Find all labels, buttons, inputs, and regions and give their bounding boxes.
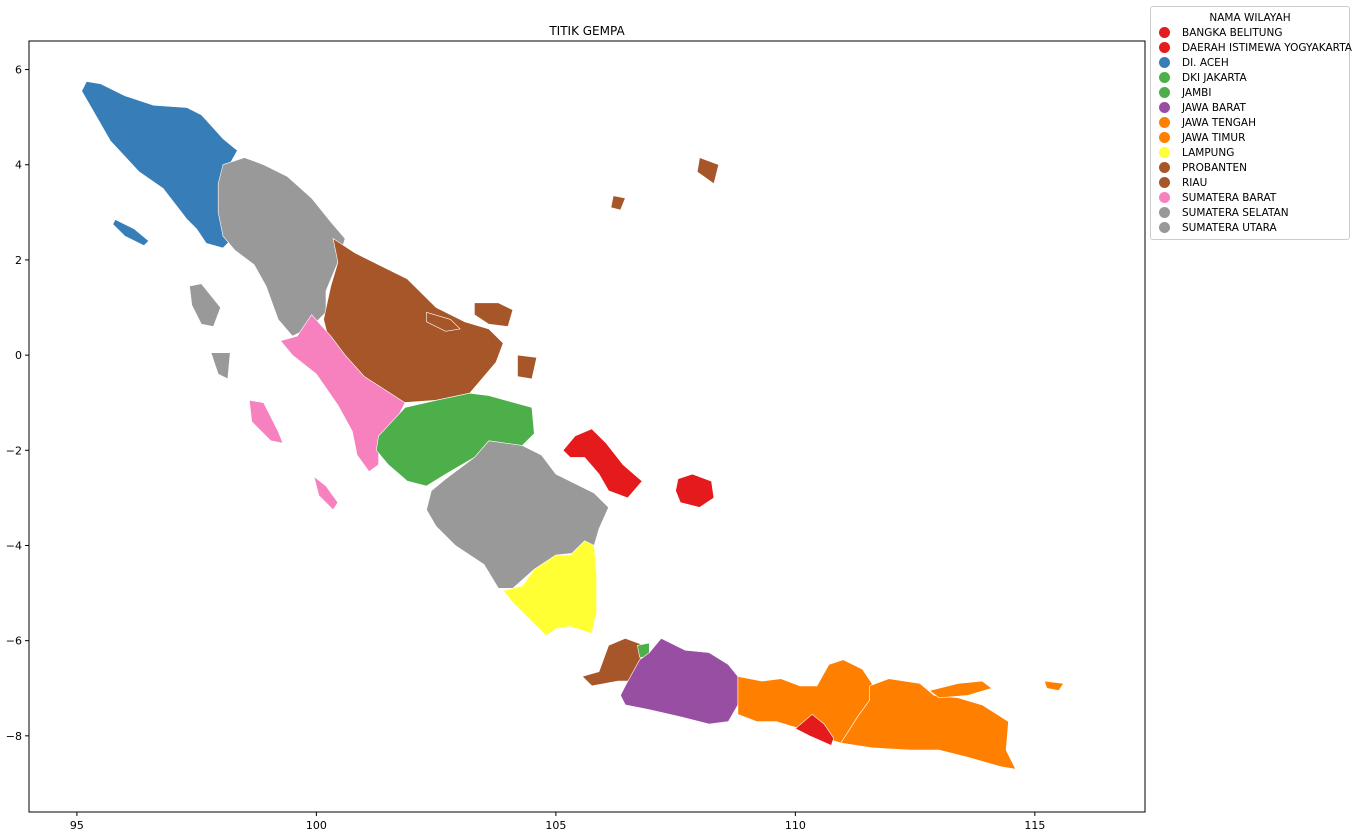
legend-swatch: [1159, 27, 1170, 38]
legend-label: PROBANTEN: [1182, 161, 1248, 174]
y-tick-label: 2: [15, 254, 22, 267]
region-riau: [474, 302, 514, 327]
legend-entry: JAWA TENGAH: [1151, 115, 1349, 130]
region-daerah-istimewa-yogyakarta: [794, 714, 835, 746]
legend-entry: DKI JAKARTA: [1151, 70, 1349, 85]
legend-entry: RIAU: [1151, 175, 1349, 190]
legend-label: JAWA TIMUR: [1182, 131, 1246, 144]
legend-entry: JAMBI: [1151, 85, 1349, 100]
legend-swatch: [1159, 177, 1170, 188]
legend-label: RIAU: [1182, 176, 1208, 189]
region-sumatera-utara: [210, 352, 231, 380]
legend-label: DAERAH ISTIMEWA YOGYAKARTA: [1182, 41, 1352, 54]
legend-label: SUMATERA BARAT: [1182, 191, 1277, 204]
y-tick-label: −4: [6, 539, 22, 552]
legend-label: DI. ACEH: [1182, 56, 1229, 69]
legend-entry: JAWA BARAT: [1151, 100, 1349, 115]
legend-swatch: [1159, 102, 1170, 113]
y-tick-label: 6: [15, 64, 22, 77]
y-tick-label: −2: [6, 444, 22, 457]
region-sumatera-barat: [279, 314, 406, 473]
legend-title: NAMA WILAYAH: [1209, 12, 1291, 24]
x-tick-label: 95: [70, 819, 84, 832]
legend-label: SUMATERA SELATAN: [1182, 206, 1289, 219]
legend-swatch: [1159, 87, 1170, 98]
region-di-aceh: [112, 219, 150, 246]
y-tick-label: 0: [15, 349, 22, 362]
y-tick-label: −8: [6, 730, 22, 743]
legend-entry: SUMATERA UTARA: [1151, 220, 1349, 235]
region-riau: [696, 157, 720, 185]
legend-entry: DAERAH ISTIMEWA YOGYAKARTA: [1151, 40, 1352, 55]
region-riau: [426, 311, 461, 332]
legend-swatch: [1159, 222, 1170, 233]
map-legend: NAMA WILAYAH BANGKA BELITUNG DAERAH ISTIM…: [1150, 6, 1352, 240]
legend-entry: DI. ACEH: [1151, 55, 1349, 70]
legend-swatch: [1159, 192, 1170, 203]
legend-entry: SUMATERA SELATAN: [1151, 205, 1349, 220]
legend-label: SUMATERA UTARA: [1182, 221, 1277, 234]
x-tick-label: 110: [785, 819, 806, 832]
region-jawa-timur: [840, 678, 1017, 770]
legend-label: JAWA TENGAH: [1182, 116, 1256, 129]
plot-frame: [28, 40, 1146, 813]
region-jawa-timur: [928, 680, 993, 699]
legend-entry: PROBANTEN: [1151, 160, 1349, 175]
region-lampung: [502, 540, 597, 637]
legend-swatch: [1159, 57, 1170, 68]
x-tick-label: 100: [306, 819, 327, 832]
legend-swatch: [1159, 147, 1170, 158]
legend-label: LAMPUNG: [1182, 146, 1235, 159]
region-di-aceh: [81, 81, 238, 249]
chart-title: TITIK GEMPA: [548, 24, 625, 38]
legend-swatch: [1159, 162, 1170, 173]
y-tick-label: 4: [15, 159, 22, 172]
legend-swatch: [1159, 72, 1170, 83]
legend-swatch: [1159, 132, 1170, 143]
region-riau: [610, 195, 626, 211]
y-axis: 6 4 2 0 −2 −4 −6 −8: [6, 64, 29, 743]
legend-label: DKI JAKARTA: [1182, 71, 1247, 84]
legend-entry: JAWA TIMUR: [1151, 130, 1349, 145]
legend-entry: BANGKA BELITUNG: [1151, 25, 1349, 40]
legend-label: JAWA BARAT: [1182, 101, 1246, 114]
x-tick-label: 105: [545, 819, 566, 832]
legend-entry: LAMPUNG: [1151, 145, 1349, 160]
regions-layer: [81, 81, 1065, 770]
legend-swatch: [1159, 42, 1170, 53]
region-sumatera-utara: [189, 283, 221, 327]
region-bangka-belitung: [562, 428, 643, 499]
y-tick-label: −6: [6, 635, 22, 648]
region-sumatera-barat: [313, 475, 339, 511]
legend-swatch: [1159, 207, 1170, 218]
legend-entry: SUMATERA BARAT: [1151, 190, 1349, 205]
legend-label: JAMBI: [1182, 86, 1212, 99]
region-sumatera-barat: [248, 399, 284, 444]
legend-label: BANGKA BELITUNG: [1182, 26, 1283, 39]
x-axis: 95 100 105 110 115: [70, 812, 1045, 832]
region-jawa-timur: [1043, 680, 1065, 691]
x-tick-label: 115: [1024, 819, 1045, 832]
region-riau: [517, 354, 538, 380]
legend-swatch: [1159, 117, 1170, 128]
region-sumatera-utara: [217, 157, 346, 337]
region-bangka-belitung: [675, 473, 715, 508]
